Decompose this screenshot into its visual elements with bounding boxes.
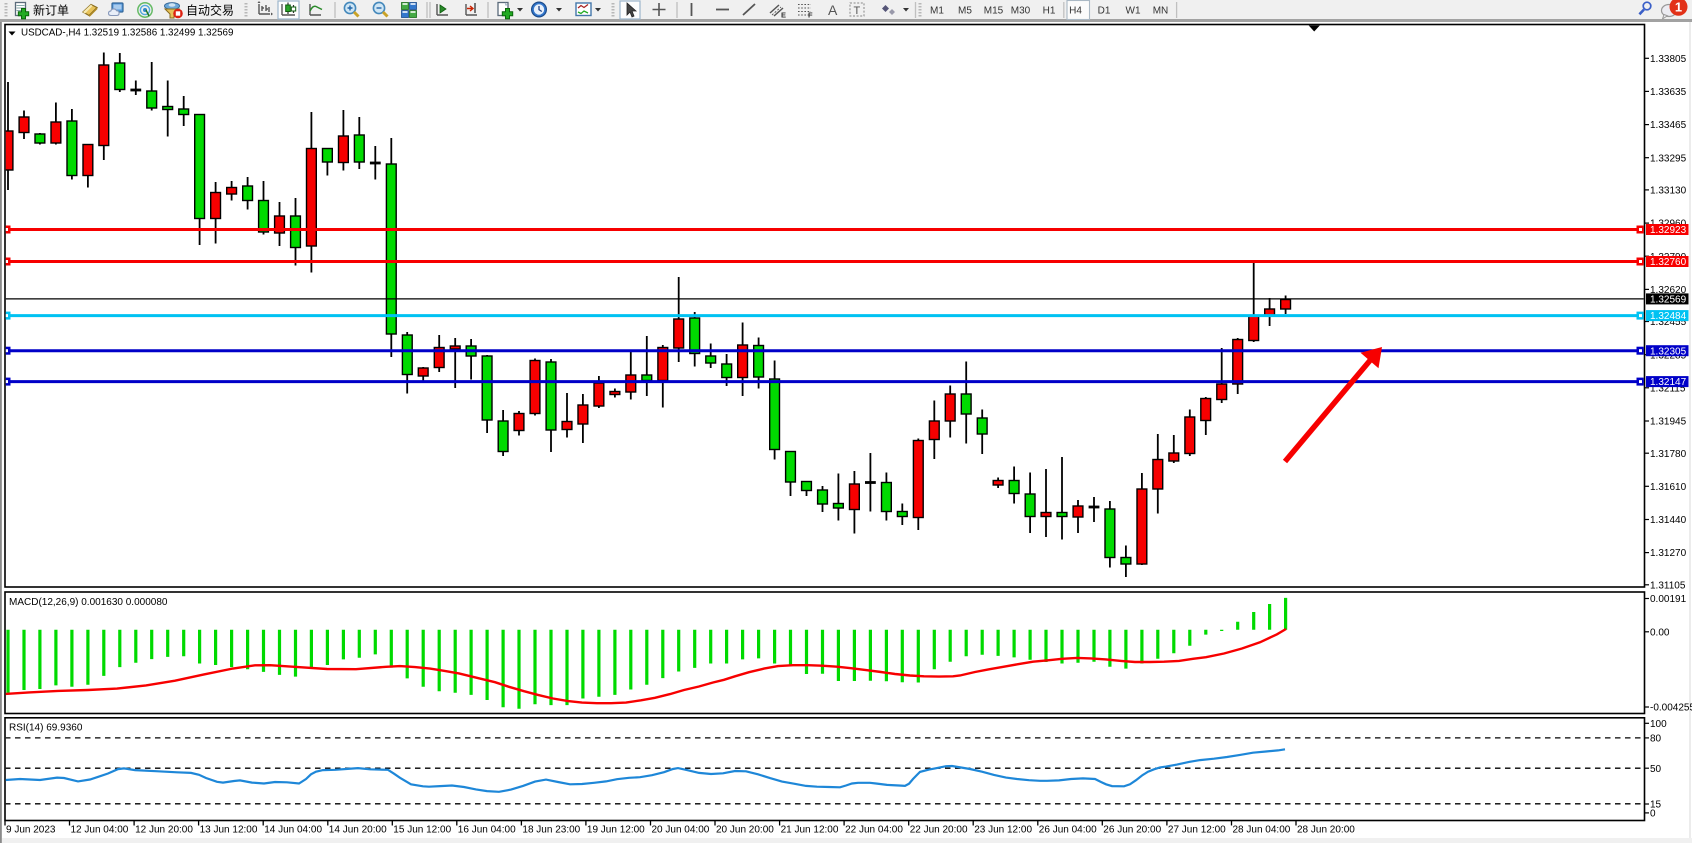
svg-text:1.31610: 1.31610 — [1650, 482, 1687, 493]
svg-text:-0.004255: -0.004255 — [1650, 703, 1692, 714]
svg-text:A: A — [828, 2, 838, 18]
svg-text:M15: M15 — [984, 6, 1004, 17]
svg-text:1.33295: 1.33295 — [1650, 153, 1687, 164]
svg-text:1.31440: 1.31440 — [1650, 515, 1687, 526]
svg-text:13 Jun 12:00: 13 Jun 12:00 — [200, 825, 258, 836]
svg-text:16 Jun 04:00: 16 Jun 04:00 — [458, 825, 516, 836]
svg-text:15 Jun 12:00: 15 Jun 12:00 — [393, 825, 451, 836]
svg-text:1.31780: 1.31780 — [1650, 449, 1687, 460]
svg-text:M30: M30 — [1011, 6, 1031, 17]
svg-text:1: 1 — [1675, 0, 1682, 15]
svg-text:D1: D1 — [1098, 6, 1111, 17]
svg-text:M1: M1 — [930, 6, 944, 17]
svg-text:1.31945: 1.31945 — [1650, 417, 1687, 428]
svg-text:MACD(12,26,9) 0.001630 0.00008: MACD(12,26,9) 0.001630 0.000080 — [9, 597, 168, 608]
svg-text:12 Jun 20:00: 12 Jun 20:00 — [135, 825, 193, 836]
svg-text:0.00: 0.00 — [1650, 627, 1670, 638]
svg-text:1.32115: 1.32115 — [1650, 383, 1686, 394]
svg-text:28 Jun 20:00: 28 Jun 20:00 — [1297, 825, 1355, 836]
svg-text:F: F — [808, 11, 813, 20]
svg-text:1.32484: 1.32484 — [1650, 311, 1687, 322]
svg-text:28 Jun 04:00: 28 Jun 04:00 — [1233, 825, 1291, 836]
svg-text:26 Jun 04:00: 26 Jun 04:00 — [1039, 825, 1097, 836]
svg-text:1.33805: 1.33805 — [1650, 54, 1687, 65]
svg-text:1.32760: 1.32760 — [1650, 257, 1687, 268]
svg-text:21 Jun 12:00: 21 Jun 12:00 — [781, 825, 839, 836]
svg-text:26 Jun 20:00: 26 Jun 20:00 — [1103, 825, 1161, 836]
svg-text:H4: H4 — [1069, 6, 1082, 17]
svg-text:1.33130: 1.33130 — [1650, 186, 1687, 197]
svg-text:1.33465: 1.33465 — [1650, 120, 1687, 131]
svg-text:23 Jun 12:00: 23 Jun 12:00 — [974, 825, 1032, 836]
svg-text:W1: W1 — [1126, 6, 1141, 17]
svg-text:1.32923: 1.32923 — [1650, 225, 1687, 236]
svg-text:14 Jun 04:00: 14 Jun 04:00 — [264, 825, 322, 836]
svg-text:MN: MN — [1153, 6, 1169, 17]
svg-text:27 Jun 12:00: 27 Jun 12:00 — [1168, 825, 1226, 836]
svg-text:1.33635: 1.33635 — [1650, 87, 1687, 98]
svg-text:19 Jun 12:00: 19 Jun 12:00 — [587, 825, 645, 836]
svg-text:自动交易: 自动交易 — [186, 3, 234, 18]
svg-text:H1: H1 — [1043, 6, 1056, 17]
svg-text:1.32147: 1.32147 — [1650, 377, 1687, 388]
svg-text:T: T — [854, 5, 861, 17]
svg-text:12 Jun 04:00: 12 Jun 04:00 — [71, 825, 129, 836]
svg-text:1.32620: 1.32620 — [1650, 285, 1687, 296]
svg-text:USDCAD-,H4 1.32519 1.32586 1.: USDCAD-,H4 1.32519 1.32586 1.32499 1.325… — [21, 28, 233, 39]
svg-text:15: 15 — [1650, 800, 1662, 811]
svg-text:1.32455: 1.32455 — [1650, 317, 1687, 328]
svg-text:1.31270: 1.31270 — [1650, 548, 1687, 559]
svg-text:1.32305: 1.32305 — [1650, 346, 1687, 357]
svg-text:M5: M5 — [958, 6, 972, 17]
svg-text:80: 80 — [1650, 734, 1662, 745]
svg-text:1.31105: 1.31105 — [1650, 580, 1686, 591]
svg-text:RSI(14) 69.9360: RSI(14) 69.9360 — [9, 723, 83, 734]
svg-text:50: 50 — [1650, 764, 1662, 775]
svg-text:20 Jun 04:00: 20 Jun 04:00 — [652, 825, 710, 836]
svg-text:20 Jun 20:00: 20 Jun 20:00 — [716, 825, 774, 836]
svg-text:E: E — [781, 11, 786, 20]
svg-text:22 Jun 20:00: 22 Jun 20:00 — [910, 825, 968, 836]
svg-text:18 Jun 23:00: 18 Jun 23:00 — [522, 825, 580, 836]
svg-text:100: 100 — [1650, 719, 1667, 730]
svg-text:9 Jun 2023: 9 Jun 2023 — [6, 825, 56, 836]
svg-text:0.00191: 0.00191 — [1650, 594, 1687, 605]
svg-text:14 Jun 20:00: 14 Jun 20:00 — [329, 825, 387, 836]
svg-text:新订单: 新订单 — [33, 3, 69, 18]
svg-text:1.32569: 1.32569 — [1650, 295, 1687, 306]
svg-text:0: 0 — [1650, 809, 1656, 820]
svg-text:22 Jun 04:00: 22 Jun 04:00 — [845, 825, 903, 836]
